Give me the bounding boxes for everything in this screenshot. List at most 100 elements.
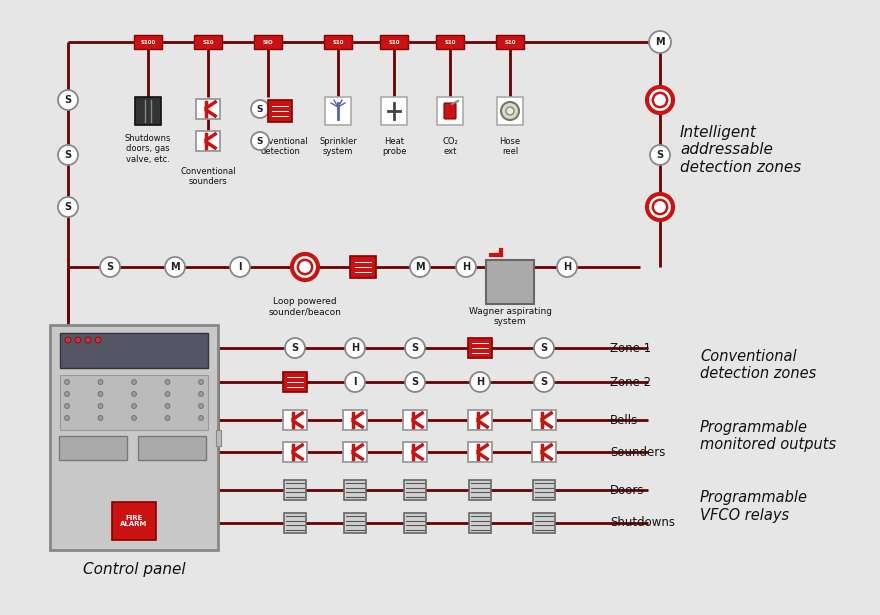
Circle shape [456, 257, 476, 277]
Circle shape [98, 379, 103, 384]
FancyBboxPatch shape [325, 97, 351, 125]
Text: M: M [656, 37, 664, 47]
Text: S: S [291, 343, 298, 353]
Circle shape [165, 416, 170, 421]
FancyBboxPatch shape [134, 35, 162, 49]
FancyBboxPatch shape [468, 338, 492, 358]
Text: Shutdowns
doors, gas
valve, etc.: Shutdowns doors, gas valve, etc. [125, 134, 172, 164]
Circle shape [470, 372, 490, 392]
FancyBboxPatch shape [268, 100, 292, 122]
Circle shape [557, 257, 577, 277]
FancyBboxPatch shape [324, 35, 352, 49]
Circle shape [58, 145, 78, 165]
Circle shape [251, 132, 269, 150]
Circle shape [131, 392, 136, 397]
Circle shape [410, 257, 430, 277]
Text: H: H [462, 262, 470, 272]
FancyBboxPatch shape [486, 260, 534, 304]
FancyBboxPatch shape [284, 513, 306, 533]
Text: S: S [64, 150, 71, 160]
Circle shape [199, 416, 203, 421]
Text: FIRE
ALARM: FIRE ALARM [121, 515, 148, 528]
Text: H: H [563, 262, 571, 272]
FancyBboxPatch shape [112, 502, 156, 540]
FancyBboxPatch shape [350, 256, 376, 278]
Circle shape [100, 257, 120, 277]
Text: S: S [64, 95, 71, 105]
FancyBboxPatch shape [381, 97, 407, 125]
FancyBboxPatch shape [50, 325, 218, 550]
Text: Conventional
detection: Conventional detection [253, 137, 308, 156]
Text: Zone 2: Zone 2 [610, 376, 651, 389]
Circle shape [58, 90, 78, 110]
Circle shape [98, 403, 103, 408]
FancyBboxPatch shape [404, 513, 426, 533]
Circle shape [98, 416, 103, 421]
Text: Control panel: Control panel [83, 562, 186, 577]
FancyBboxPatch shape [196, 131, 220, 151]
Circle shape [292, 254, 318, 280]
Circle shape [98, 392, 103, 397]
Circle shape [64, 403, 70, 408]
FancyBboxPatch shape [135, 97, 161, 125]
Circle shape [165, 257, 185, 277]
Text: S: S [257, 105, 263, 114]
Text: Shutdowns: Shutdowns [610, 517, 675, 530]
FancyBboxPatch shape [403, 442, 427, 462]
FancyBboxPatch shape [404, 480, 426, 500]
FancyBboxPatch shape [343, 410, 367, 430]
Text: Conventional
sounders: Conventional sounders [180, 167, 236, 186]
FancyBboxPatch shape [403, 410, 427, 430]
Text: S: S [257, 137, 263, 146]
Circle shape [297, 260, 312, 274]
FancyBboxPatch shape [496, 35, 524, 49]
Circle shape [345, 372, 365, 392]
Circle shape [58, 197, 78, 217]
Circle shape [534, 338, 554, 358]
Text: Conventional
detection zones: Conventional detection zones [700, 349, 817, 381]
Circle shape [64, 392, 70, 397]
Text: S100: S100 [141, 39, 156, 44]
FancyBboxPatch shape [254, 35, 282, 49]
Circle shape [95, 337, 101, 343]
FancyBboxPatch shape [437, 97, 463, 125]
FancyBboxPatch shape [533, 480, 555, 500]
FancyBboxPatch shape [469, 513, 491, 533]
Circle shape [647, 87, 673, 113]
FancyBboxPatch shape [283, 442, 307, 462]
Text: Zone 1: Zone 1 [610, 341, 651, 354]
Circle shape [131, 403, 136, 408]
Circle shape [405, 338, 425, 358]
Text: Intelligent
addressable
detection zones: Intelligent addressable detection zones [680, 125, 802, 175]
FancyBboxPatch shape [283, 410, 307, 430]
FancyBboxPatch shape [532, 442, 556, 462]
Text: I: I [238, 262, 242, 272]
FancyBboxPatch shape [194, 35, 222, 49]
Circle shape [199, 392, 203, 397]
FancyBboxPatch shape [533, 513, 555, 533]
Circle shape [199, 403, 203, 408]
Circle shape [650, 145, 670, 165]
Text: S10: S10 [504, 39, 516, 44]
Text: S: S [412, 343, 419, 353]
Circle shape [199, 379, 203, 384]
Text: S: S [106, 262, 114, 272]
FancyBboxPatch shape [343, 442, 367, 462]
Text: H: H [476, 377, 484, 387]
FancyBboxPatch shape [60, 333, 208, 368]
Circle shape [345, 338, 365, 358]
FancyBboxPatch shape [468, 410, 492, 430]
Text: S: S [540, 377, 547, 387]
FancyBboxPatch shape [497, 97, 523, 125]
FancyBboxPatch shape [283, 372, 307, 392]
Circle shape [251, 100, 269, 118]
Text: H: H [351, 343, 359, 353]
Text: Programmable
VFCO relays: Programmable VFCO relays [700, 490, 808, 523]
Circle shape [405, 372, 425, 392]
Circle shape [64, 379, 70, 384]
Circle shape [75, 337, 81, 343]
Text: S10: S10 [202, 39, 214, 44]
Text: M: M [170, 262, 180, 272]
FancyBboxPatch shape [468, 442, 492, 462]
Text: S10: S10 [333, 39, 344, 44]
